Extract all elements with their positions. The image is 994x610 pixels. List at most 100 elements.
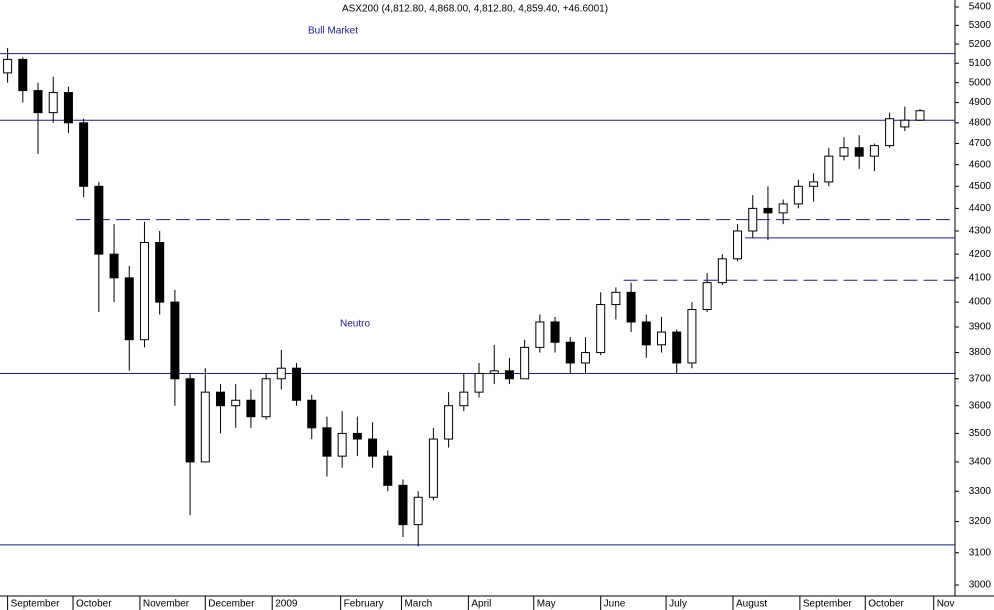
candle-body: [170, 301, 180, 380]
y-tick-label: 3300: [969, 486, 992, 497]
candle-body: [3, 58, 13, 74]
candle-body: [611, 291, 621, 306]
candle-body: [292, 367, 302, 401]
y-tick-label: 4500: [969, 181, 992, 192]
x-tick-label: June: [604, 599, 626, 610]
x-tick-label: October: [76, 599, 112, 610]
candle-body: [900, 119, 910, 128]
candle-body: [702, 282, 712, 311]
candle-body: [459, 391, 469, 407]
candle-body: [793, 185, 803, 205]
x-tick-label: December: [208, 599, 255, 610]
x-tick-label: October: [868, 599, 904, 610]
candle-body: [124, 277, 134, 341]
candle-body: [869, 145, 879, 157]
candle-body: [94, 185, 104, 255]
candle-body: [824, 155, 834, 183]
candle-body: [33, 90, 43, 114]
y-tick-label: 3200: [969, 516, 992, 527]
candle-body: [596, 304, 606, 354]
candle-body: [63, 92, 73, 124]
y-tick-label: 3000: [969, 580, 992, 591]
candle-body: [717, 258, 727, 284]
x-tick-label: August: [736, 599, 767, 610]
y-tick-label: 5200: [969, 39, 992, 50]
x-tick-label: September: [11, 599, 61, 610]
candle-body: [504, 370, 514, 380]
candle-body: [322, 427, 332, 457]
candle-body: [580, 352, 590, 364]
y-tick-label: 4900: [969, 97, 992, 108]
y-tick-label: 5000: [969, 77, 992, 88]
y-tick-label: 4100: [969, 272, 992, 283]
candle-body: [155, 241, 165, 303]
x-tick-label: 2009: [275, 599, 298, 610]
candle-body: [216, 391, 226, 407]
y-tick-label: 4700: [969, 138, 992, 149]
candle-body: [276, 367, 286, 380]
y-tick-label: 3700: [969, 373, 992, 384]
x-tick-label: April: [471, 599, 491, 610]
x-tick-label: February: [344, 599, 384, 610]
y-tick-label: 3900: [969, 322, 992, 333]
y-tick-label: 4600: [969, 159, 992, 170]
y-tick-label: 4400: [969, 203, 992, 214]
candle-body: [200, 391, 210, 463]
y-tick-label: 3500: [969, 428, 992, 439]
candle-body: [733, 230, 743, 260]
candle-body: [139, 241, 149, 341]
x-tick-label: July: [669, 599, 687, 610]
candle-body: [383, 455, 393, 486]
candle-body: [413, 496, 423, 526]
annotation: Neutro: [340, 319, 370, 330]
candle-body: [444, 405, 454, 440]
y-tick-label: 5300: [969, 20, 992, 31]
candle-body: [185, 378, 195, 463]
candle-body: [809, 181, 819, 187]
candle-body: [687, 309, 697, 364]
candle-body: [520, 346, 530, 380]
candle-body: [839, 147, 849, 157]
candle-body: [428, 438, 438, 498]
x-tick-label: September: [803, 599, 853, 610]
y-tick-label: 4300: [969, 226, 992, 237]
candle-body: [748, 207, 758, 232]
chart-title: ASX200 (4,812.80, 4,868.00, 4,812.80, 4,…: [342, 4, 608, 15]
x-tick-label: Nov: [937, 599, 955, 610]
candle-body: [778, 203, 788, 214]
candle-body: [672, 331, 682, 364]
y-tick-label: 4200: [969, 249, 992, 260]
candle-body: [626, 291, 636, 323]
candle-body: [337, 432, 347, 457]
candle-body: [565, 341, 575, 364]
candle-body: [550, 321, 560, 343]
candle-body: [231, 399, 241, 407]
y-tick-label: 3400: [969, 457, 992, 468]
x-tick-label: May: [537, 599, 556, 610]
candle-body: [657, 331, 667, 346]
candle-body: [48, 92, 58, 114]
candle-body: [398, 484, 408, 526]
candle-body: [368, 438, 378, 457]
candle-body: [474, 372, 484, 393]
y-tick-label: 5400: [969, 2, 992, 13]
y-tick-label: 4000: [969, 297, 992, 308]
candle-body: [641, 321, 651, 346]
annotation: Bull Market: [308, 26, 358, 37]
candle-body: [307, 399, 317, 429]
y-tick-label: 3100: [969, 547, 992, 558]
y-tick-label: 5100: [969, 58, 992, 69]
y-tick-label: 3800: [969, 347, 992, 358]
candle-body: [535, 321, 545, 348]
candle-body: [915, 110, 925, 121]
candle-body: [79, 122, 89, 187]
candle-body: [763, 207, 773, 214]
candle-body: [352, 432, 362, 440]
candle-body: [261, 378, 271, 418]
y-tick-label: 3600: [969, 400, 992, 411]
candle-body: [854, 147, 864, 157]
x-tick-label: November: [143, 599, 190, 610]
